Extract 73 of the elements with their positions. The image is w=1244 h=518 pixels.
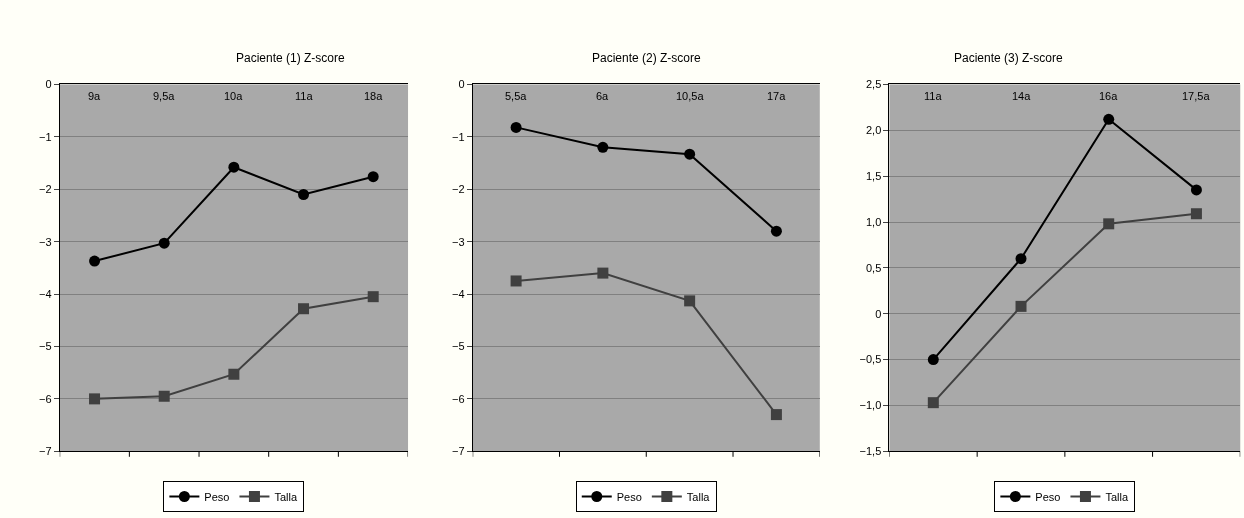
legend-label: Peso (616, 490, 642, 503)
x-tick-label: 18a (364, 90, 384, 102)
x-tick-label: 11a (924, 90, 943, 102)
point (927, 397, 939, 409)
point (510, 275, 522, 287)
point (927, 354, 939, 366)
x-tick-label: 10,5a (676, 90, 705, 102)
y-tick-label: −6 (451, 392, 465, 405)
x-tick-label: 17,5a (1182, 90, 1211, 102)
legend-label: Talla (686, 490, 711, 503)
y-tick-label: −3 (451, 235, 465, 248)
legend-label: Talla (1105, 490, 1129, 503)
point (770, 225, 782, 237)
point (1103, 113, 1115, 125)
point (89, 255, 101, 267)
chart-title: Paciente (1) Z-score (236, 51, 346, 65)
y-tick-label: −7 (38, 445, 52, 458)
x-tick-label: 5,5a (505, 90, 528, 102)
point (298, 303, 310, 315)
point (1103, 218, 1115, 230)
x-tick-label: 6a (596, 90, 610, 102)
point (770, 409, 782, 421)
y-tick-label: −1 (38, 130, 52, 143)
point (367, 171, 379, 183)
point (89, 393, 101, 405)
point (1190, 208, 1202, 220)
x-tick-label: 14a (1012, 90, 1032, 102)
point (684, 148, 696, 160)
y-tick-label: −1,5 (859, 445, 882, 458)
y-tick-label: 0,5 (865, 261, 882, 274)
point (597, 267, 609, 279)
x-tick-label: 16a (1099, 90, 1119, 102)
point (367, 291, 379, 303)
y-tick-label: 2,5 (865, 78, 882, 91)
y-tick-label: −4 (451, 287, 465, 300)
y-tick-label: 0 (45, 78, 52, 91)
point (158, 237, 170, 249)
y-tick-label: −2 (38, 183, 52, 196)
x-tick-label: 9,5a (153, 90, 176, 102)
legend-label: Peso (1035, 490, 1061, 503)
y-tick-label: −3 (38, 235, 52, 248)
x-tick-label: 11a (295, 90, 314, 102)
y-tick-label: −0,5 (859, 353, 882, 366)
y-tick-label: 0 (875, 307, 882, 320)
y-tick-label: −5 (38, 340, 52, 353)
point (1015, 300, 1027, 312)
point (158, 390, 170, 402)
y-tick-label: −1 (451, 130, 465, 143)
y-tick-label: 1,0 (865, 215, 882, 228)
point (597, 141, 609, 153)
point (1190, 184, 1202, 196)
y-tick-label: −5 (451, 340, 465, 353)
point (510, 121, 522, 133)
legend-label: Peso (204, 490, 230, 503)
legend-label: Talla (274, 490, 298, 503)
x-tick-label: 10a (224, 90, 244, 102)
point (684, 295, 696, 307)
point (1015, 253, 1027, 265)
y-tick-label: −7 (451, 445, 465, 458)
y-tick-label: −2 (451, 183, 465, 196)
chart-title: Paciente (2) Z-score (592, 51, 702, 65)
y-tick-label: 1,5 (865, 169, 882, 182)
y-tick-label: 2,0 (865, 124, 882, 137)
y-tick-label: −6 (38, 392, 52, 405)
point (228, 161, 240, 173)
chart-title: Paciente (3) Z-score (954, 51, 1064, 65)
point (228, 368, 240, 380)
x-tick-label: 9a (88, 90, 102, 102)
y-tick-label: −1,0 (859, 399, 882, 412)
y-tick-label: 0 (458, 78, 465, 91)
point (298, 188, 310, 200)
y-tick-label: −4 (38, 287, 52, 300)
x-tick-label: 17a (767, 90, 787, 102)
